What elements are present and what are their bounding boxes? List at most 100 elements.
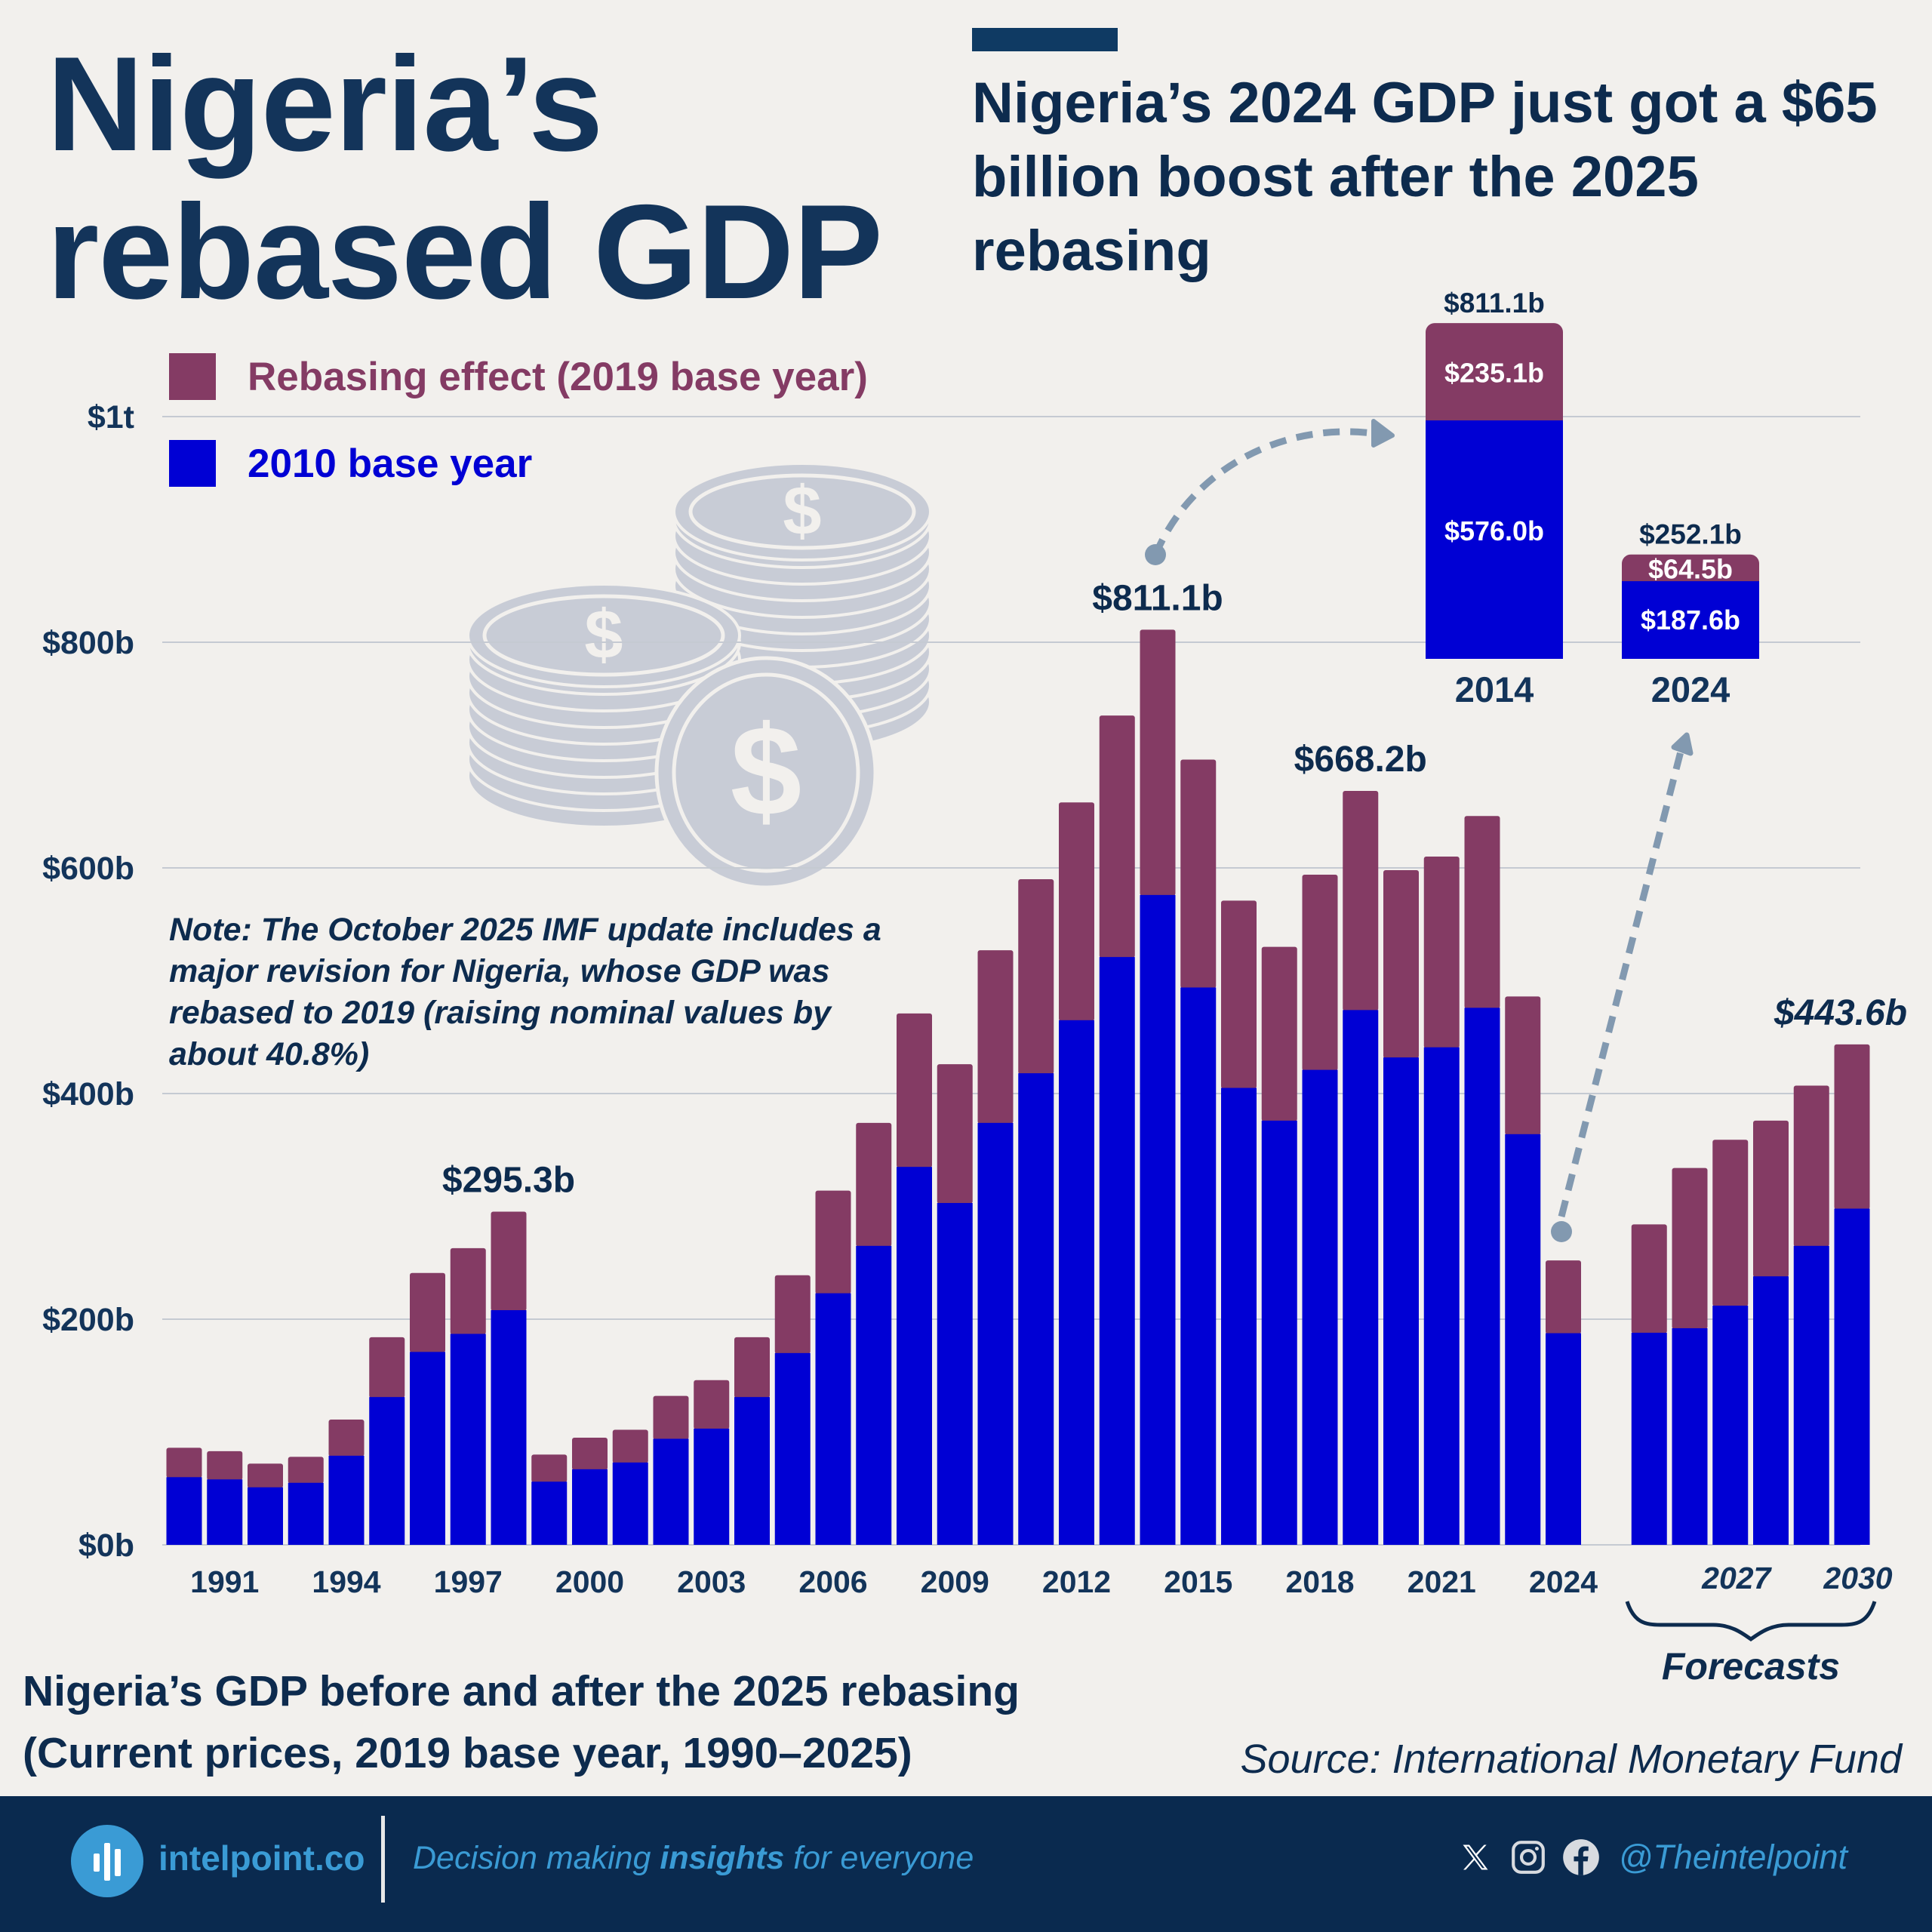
bar-rebasing-1999 [531, 1454, 568, 1483]
bar-rebasing-2025 [1631, 1224, 1667, 1334]
x-tick-label: 2003 [677, 1564, 746, 1599]
chart: $$$ $0b$200b$400b$600b$800b$1t 1991 1994 1… [42, 288, 1907, 1687]
bar-base-2024 [1546, 1333, 1581, 1545]
chart-caption-line1: Nigeria’s GDP before and after the 2025 … [23, 1667, 1020, 1715]
bar-base-2027 [1712, 1306, 1749, 1545]
x-tick-label: 2015 [1164, 1564, 1232, 1599]
bar-rebasing-2001 [612, 1429, 648, 1463]
x-tick-label: 1997 [434, 1564, 503, 1599]
bar-rebasing-1992 [248, 1463, 283, 1488]
bar-base-1995 [369, 1397, 405, 1545]
headline: Nigeria’s 2024 GDP just got a $65 billio… [972, 71, 1878, 283]
coin-top [466, 583, 741, 688]
bar-rebasing-2007 [856, 1122, 892, 1247]
bar-rebasing-2011 [1018, 878, 1054, 1075]
bar-base-2014 [1140, 894, 1176, 1545]
inset-base-label: $187.6b [1641, 605, 1740, 635]
bar-rebasing-1998 [491, 1211, 527, 1312]
logo-icon[interactable] [71, 1825, 143, 1897]
bar-base-1993 [288, 1482, 324, 1545]
annotation-label: $668.2b [1294, 740, 1427, 780]
forecast-label: Forecasts [1662, 1645, 1840, 1687]
inset-bar-base-2014 [1426, 420, 1563, 659]
arrowhead-icon [1371, 419, 1395, 448]
x-tick-label: 2030 [1823, 1561, 1892, 1595]
bar-rebasing-1997 [450, 1247, 486, 1335]
chart-caption-line2: (Current prices, 2019 base year, 1990–20… [23, 1729, 912, 1777]
bar-base-2000 [572, 1469, 608, 1545]
bar-rebasing-2030 [1834, 1044, 1870, 1210]
bar-rebasing-2000 [572, 1437, 608, 1470]
bar-rebasing-2021 [1423, 857, 1460, 1048]
x-tick-label: 2009 [921, 1564, 989, 1599]
bar-base-2007 [856, 1245, 892, 1545]
bar-base-2021 [1423, 1047, 1460, 1545]
main-title: Nigeria’s rebased GDP [47, 29, 883, 327]
bar-rebasing-2026 [1672, 1168, 1708, 1329]
bar-base-2015 [1180, 987, 1217, 1545]
bar-base-2010 [977, 1122, 1014, 1545]
inset-bar-rebasing-2014 [1426, 323, 1563, 430]
brace-icon [1625, 1601, 1877, 1642]
inset-bar-base-2024 [1622, 581, 1759, 659]
facebook-icon[interactable] [1561, 1838, 1601, 1877]
annotations: $295.3b $811.1b $668.2b $443.6b [442, 578, 1907, 1200]
bar-base-2030 [1834, 1208, 1870, 1545]
footer-divider [381, 1816, 385, 1903]
bar-base-2013 [1099, 957, 1135, 1545]
bar-rebasing-2003 [694, 1380, 730, 1430]
footer: intelpoint.co Decision making insights f… [0, 1796, 1932, 1932]
legend-swatch-rebasing [169, 353, 216, 400]
bar-rebasing-1993 [288, 1457, 324, 1484]
x-tick-label: 2012 [1042, 1564, 1111, 1599]
bar-base-1991 [207, 1479, 243, 1545]
source-text: Source: International Monetary Fund [1240, 1737, 1903, 1782]
bar-base-1990 [166, 1477, 202, 1545]
x-icon[interactable] [1456, 1838, 1495, 1877]
bar-base-2011 [1018, 1073, 1054, 1545]
bar-rebasing-1991 [207, 1451, 243, 1481]
bar-base-2005 [774, 1352, 811, 1545]
legend-label-2010-base: 2010 base year [248, 441, 533, 486]
coin-standing [654, 656, 878, 890]
bar-base-2017 [1261, 1120, 1297, 1545]
social-handle[interactable]: @Theintelpoint [1618, 1838, 1847, 1876]
bar-rebasing-2017 [1261, 946, 1297, 1121]
bar-base-1994 [328, 1455, 365, 1545]
x-tick-label: 1994 [312, 1564, 380, 1599]
bar-rebasing-2004 [734, 1337, 770, 1398]
bar-base-2002 [653, 1438, 689, 1545]
brand-name[interactable]: intelpoint.co [158, 1838, 365, 1878]
bar-rebasing-2006 [815, 1190, 851, 1294]
annotation-label: $811.1b [1092, 578, 1223, 618]
bar-rebasing-2005 [774, 1275, 811, 1354]
x-axis: 1991 1994 1997 2000 2003 2006 2009 2012 2015 2018… [190, 1561, 1893, 1599]
bar-rebasing-1994 [328, 1420, 365, 1457]
bar-base-2008 [897, 1167, 932, 1545]
legend-item-rebasing: Rebasing effect (2019 base year) [169, 353, 868, 400]
bar-base-2029 [1793, 1245, 1829, 1545]
inset-category-label: 2024 [1651, 669, 1730, 709]
arrowhead-icon [1671, 732, 1694, 756]
forecast-brace: Forecasts [1625, 1601, 1877, 1687]
bar-base-2003 [694, 1429, 730, 1545]
main-title-line2: rebased GDP [47, 177, 883, 327]
bar-base-2004 [734, 1397, 770, 1545]
main-title-line1: Nigeria’s [47, 29, 603, 179]
bar-rebasing-2020 [1383, 869, 1419, 1059]
y-tick-label: $400b [42, 1076, 134, 1112]
inset-rebasing-label: $64.5b [1648, 553, 1733, 584]
accent-bar [972, 28, 1118, 51]
inset-category-label: 2014 [1455, 669, 1534, 709]
y-tick-label: $600b [42, 851, 134, 887]
instagram-icon[interactable] [1509, 1838, 1548, 1877]
bar-base-2026 [1672, 1327, 1708, 1545]
y-tick-label: $800b [42, 625, 134, 661]
legend-label-rebasing: Rebasing effect (2019 base year) [248, 354, 868, 399]
arrow-origin-dot [1551, 1221, 1572, 1242]
coin-top [672, 462, 932, 561]
bar-base-2022 [1464, 1008, 1500, 1545]
annotation-label: $443.6b [1774, 993, 1907, 1033]
bar-base-2001 [612, 1462, 648, 1545]
x-tick-label: 2021 [1407, 1564, 1476, 1599]
